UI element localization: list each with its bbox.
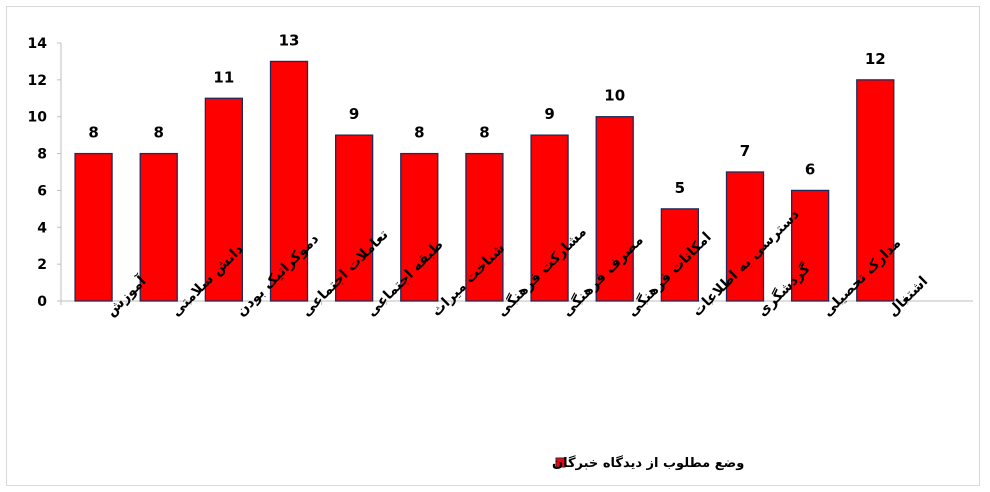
data-label: 8 bbox=[414, 124, 424, 142]
bar bbox=[400, 152, 439, 302]
data-label: 10 bbox=[604, 87, 625, 105]
chart-frame: 0 2 4 6 8 10 12 14 8 8 11 13 9 8 8 9 10 5 7 6 12 آموزش دانش … bbox=[6, 6, 980, 486]
data-label: 9 bbox=[544, 105, 554, 123]
bars bbox=[74, 60, 895, 302]
data-label: 11 bbox=[213, 68, 234, 86]
legend-swatch bbox=[555, 457, 566, 468]
bar bbox=[530, 134, 569, 302]
bar bbox=[334, 134, 374, 302]
data-label: 5 bbox=[675, 179, 685, 197]
bar bbox=[204, 97, 244, 302]
y-tick-label: 4 bbox=[37, 220, 47, 236]
y-tick-label: 0 bbox=[37, 294, 47, 310]
y-tick-label: 14 bbox=[28, 36, 48, 52]
y-axis: 0 2 4 6 8 10 12 14 bbox=[28, 36, 62, 310]
data-label: 9 bbox=[349, 105, 359, 123]
y-tick-label: 12 bbox=[28, 73, 47, 89]
y-tick-label: 10 bbox=[28, 110, 48, 126]
data-labels: 8 8 11 13 9 8 8 9 10 5 7 6 12 bbox=[88, 31, 885, 196]
data-label: 8 bbox=[153, 124, 163, 142]
data-label: 8 bbox=[479, 124, 489, 142]
y-tick-label: 6 bbox=[37, 183, 47, 199]
y-tick-label: 8 bbox=[37, 147, 47, 163]
y-tick-label: 2 bbox=[37, 257, 47, 273]
data-label: 7 bbox=[740, 142, 750, 160]
legend-label: وضع مطلوب از دیدگاه خبرگان bbox=[552, 455, 744, 471]
legend: وضع مطلوب از دیدگاه خبرگان bbox=[552, 455, 744, 471]
bar bbox=[595, 116, 634, 302]
bar bbox=[269, 60, 309, 302]
bar bbox=[139, 152, 178, 302]
bar bbox=[465, 152, 504, 302]
data-label: 8 bbox=[88, 124, 98, 142]
data-label: 6 bbox=[805, 160, 815, 178]
data-label: 12 bbox=[865, 50, 886, 68]
bar bbox=[660, 208, 700, 302]
bar bbox=[856, 79, 895, 302]
bar bbox=[725, 171, 765, 302]
bar bbox=[790, 189, 830, 302]
data-label: 13 bbox=[279, 31, 300, 49]
bar bbox=[74, 152, 113, 302]
